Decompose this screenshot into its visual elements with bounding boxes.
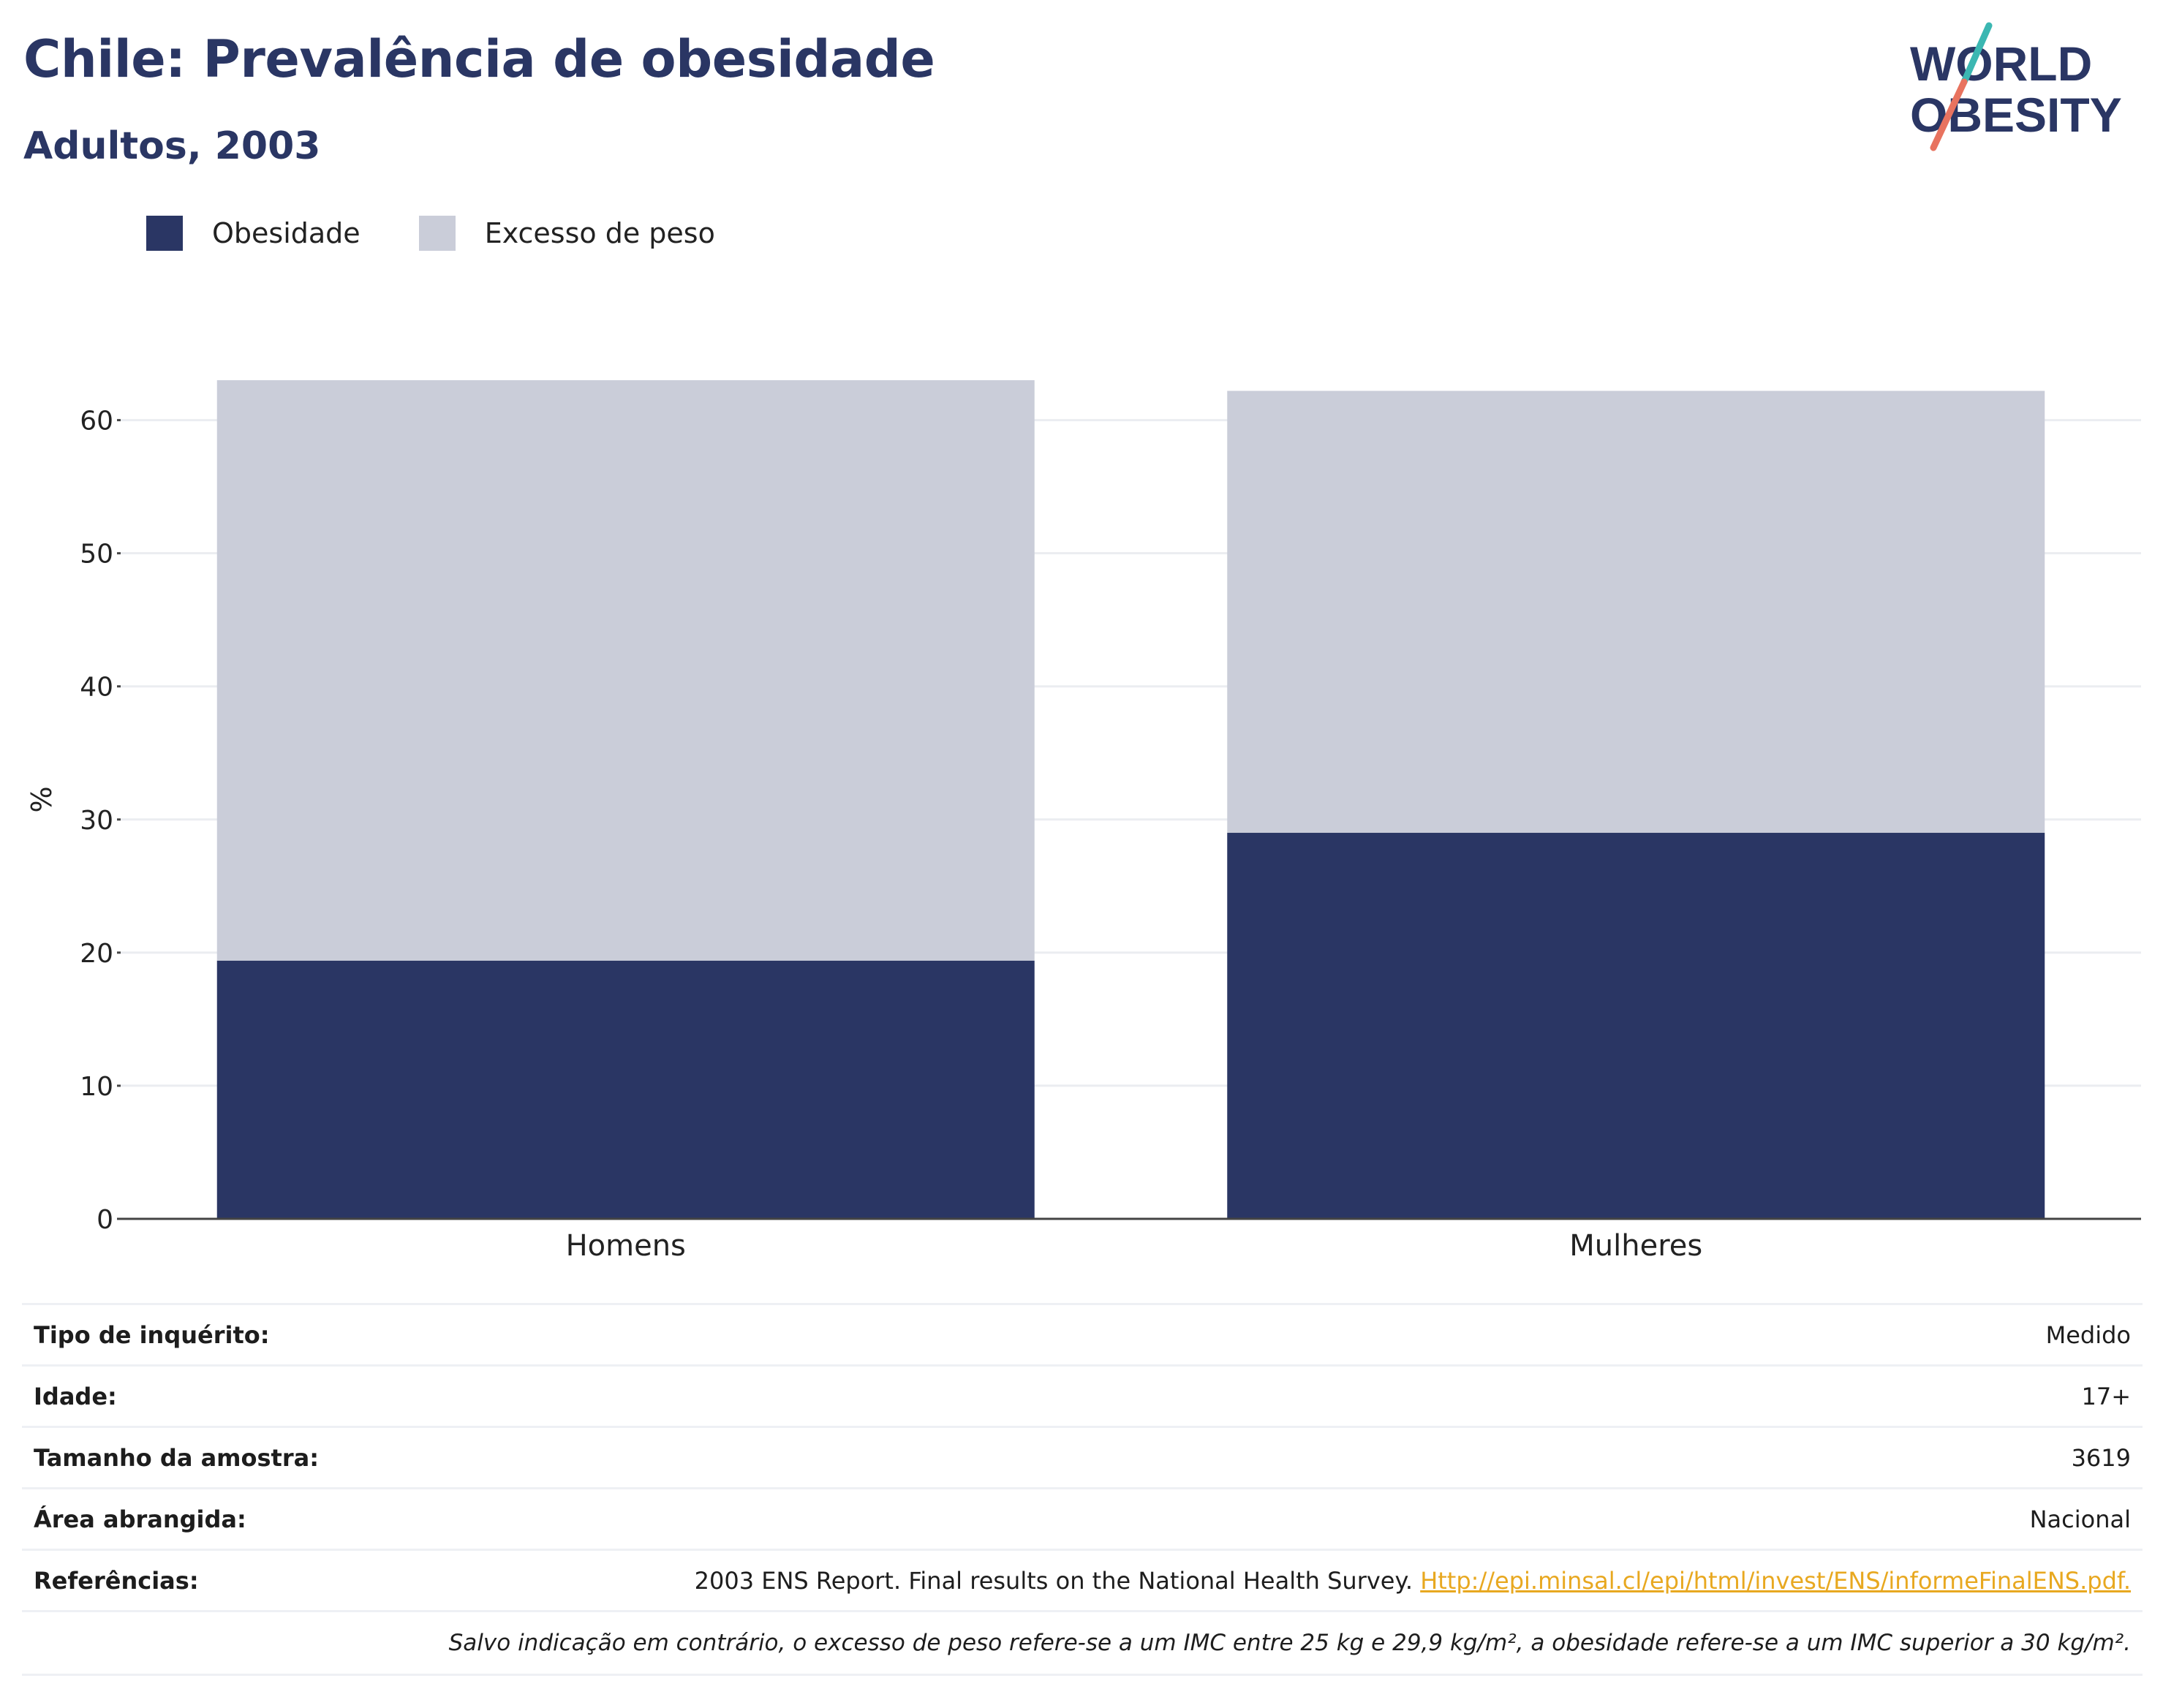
y-axis-label: % [26,786,58,812]
y-tick-label: 30 [80,806,113,836]
meta-key: Tipo de inquérito: [34,1320,270,1349]
y-tick-label: 50 [80,540,113,570]
definition-note: Salvo indicação em contrário, o excesso … [22,1610,2143,1676]
chart-bars [216,380,2045,1219]
x-tick-label: Mulheres [1569,1229,1702,1263]
y-tick-label: 10 [80,1072,113,1102]
stacked-bar-chart: 0 10 20 30 40 50 60 Homens Mulheres % [26,380,2141,1263]
legend-swatch-obesidade [146,216,183,251]
meta-row-survey-type: Tipo de inquérito: Medido [22,1303,2143,1364]
y-tick-label: 20 [80,939,113,969]
meta-value: Nacional [2029,1505,2131,1533]
x-tick-label: Homens [566,1229,686,1263]
meta-row-references: Referências: 2003 ENS Report. Final resu… [22,1549,2143,1610]
survey-metadata-table: Tipo de inquérito: Medido Idade: 17+ Tam… [22,1303,2143,1676]
meta-row-area: Área abrangida: Nacional [22,1487,2143,1549]
bar-obesidade-mulheres[interactable] [1227,833,2045,1219]
legend-swatch-excesso [418,216,456,251]
chart-axes: 0 10 20 30 40 50 60 Homens Mulheres [80,407,2141,1263]
chart-legend: Obesidade Excesso de peso [146,216,774,251]
legend-item-excesso[interactable]: Excesso de peso [418,216,715,251]
page-title: Chile: Prevalência de obesidade [23,29,935,89]
bar-excesso-mulheres[interactable] [1227,390,2045,834]
meta-key: Tamanho da amostra: [34,1443,319,1472]
meta-key: Referências: [34,1566,199,1595]
legend-label-excesso: Excesso de peso [484,217,715,249]
bar-excesso-homens[interactable] [216,380,1035,961]
page-subtitle: Adultos, 2003 [23,124,321,168]
meta-value: Medido [2045,1320,2131,1349]
meta-row-age: Idade: 17+ [22,1364,2143,1426]
meta-key: Idade: [34,1382,117,1410]
logo-slash-coral [1930,78,1968,151]
y-tick-label: 0 [97,1205,113,1235]
logo-line1: WORLD [1910,37,2092,91]
reference-link[interactable]: Http://epi.minsal.cl/epi/html/invest/ENS… [1420,1566,2131,1595]
bar-obesidade-homens[interactable] [216,960,1035,1219]
meta-key: Área abrangida: [34,1505,246,1533]
meta-row-sample-size: Tamanho da amostra: 3619 [22,1426,2143,1487]
logo-slash-teal [1960,22,1993,86]
reference-text: 2003 ENS Report. Final results on the Na… [694,1566,1421,1595]
legend-item-obesidade[interactable]: Obesidade [146,216,360,251]
meta-value: 2003 ENS Report. Final results on the Na… [695,1567,2131,1595]
meta-value: 3619 [2071,1443,2131,1472]
y-tick-label: 40 [80,673,113,703]
world-obesity-logo: WORLD OBESITY [1910,22,2122,151]
y-tick-label: 60 [80,407,113,437]
meta-value: 17+ [2081,1382,2131,1410]
legend-label-obesidade: Obesidade [212,217,360,249]
